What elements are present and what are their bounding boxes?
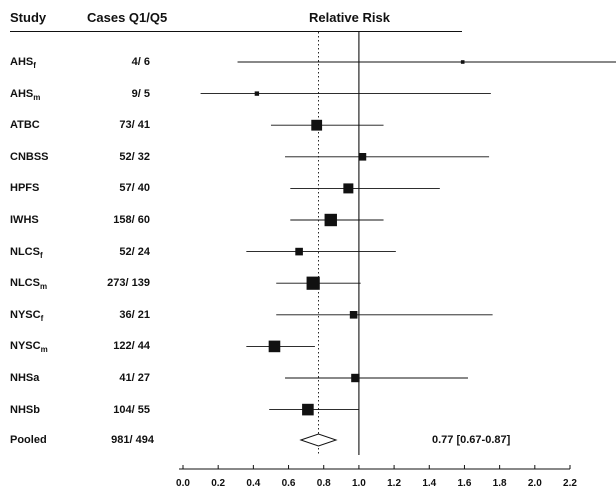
study-name: ATBC [10, 119, 40, 132]
point-estimate [268, 340, 281, 353]
cases-value: 52/ 24 [119, 245, 150, 258]
study-label: NHSb [10, 403, 40, 417]
cases-column-header: Cases Q1/Q5 [87, 10, 168, 25]
cases-value: 73/ 41 [119, 119, 150, 132]
x-tick-label: 2.2 [563, 478, 577, 489]
cases-value: 104/ 55 [113, 403, 150, 416]
study-name: IWHS [10, 214, 39, 226]
point-estimate [343, 183, 354, 194]
x-tick-label: 1.2 [387, 478, 401, 489]
study-column-header: Study [10, 10, 47, 25]
point-estimate [460, 60, 465, 64]
study-name: HPFS [10, 182, 40, 195]
cases-value: 158/ 60 [113, 214, 150, 226]
x-tick-label: 1.6 [458, 478, 472, 489]
cases-value: 52/ 32 [119, 150, 150, 163]
x-tick-label: 0.6 [282, 478, 296, 489]
study-subscript: f [39, 250, 43, 260]
study-label: AHSf [10, 55, 36, 73]
x-tick-label: 0.4 [246, 478, 260, 489]
study-name: NHSb [10, 403, 40, 416]
cases-value: 122/ 44 [113, 340, 150, 353]
study-subscript: m [40, 345, 48, 355]
pooled-label: Pooled [10, 434, 47, 446]
study-label: NLCSm [10, 276, 47, 294]
study-label: NYSCf [10, 308, 43, 326]
study-name: NYSC [10, 340, 41, 353]
header-rule [10, 31, 462, 32]
study-subscript: f [40, 313, 44, 323]
cases-value: 273/ 139 [107, 277, 150, 290]
cases-value: 57/ 40 [119, 182, 150, 195]
study-name: AHS [10, 56, 34, 68]
study-subscript: f [33, 61, 36, 70]
study-name: CNBSS [10, 150, 49, 163]
study-name: NHSa [10, 372, 40, 384]
x-tick-label: 1.0 [352, 478, 366, 489]
cases-value: 36/ 21 [119, 308, 150, 321]
study-name: NLCS [10, 245, 40, 258]
x-tick-label: 1.4 [422, 478, 436, 489]
x-tick-label: 0.2 [211, 478, 225, 489]
study-label: HPFS [10, 181, 39, 195]
x-tick-label: 0.8 [317, 478, 331, 489]
point-estimate [254, 91, 260, 96]
study-label: NYSCm [10, 339, 48, 357]
point-estimate [302, 403, 314, 416]
point-estimate [306, 276, 320, 290]
pooled-cases-value: 981/ 494 [111, 434, 154, 446]
cases-value: 4/ 6 [131, 56, 150, 68]
study-name: AHS [10, 87, 34, 100]
point-estimate [358, 153, 367, 161]
relative-risk-column-header: Relative Risk [309, 10, 390, 25]
study-label: CNBSS [10, 150, 49, 164]
x-tick-label: 2.0 [528, 478, 542, 489]
point-estimate [324, 213, 337, 227]
point-estimate [349, 311, 358, 319]
x-tick-label: 1.8 [493, 478, 507, 489]
study-name: NLCS [10, 277, 40, 290]
study-label: IWHS [10, 213, 39, 227]
point-estimate [295, 247, 303, 256]
point-estimate [351, 373, 360, 383]
x-tick-label: 0.0 [176, 478, 190, 489]
pooled-estimate-text: 0.77 [0.67-0.87] [432, 434, 511, 446]
study-label: NHSa [10, 371, 39, 385]
cases-value: 41/ 27 [119, 372, 150, 384]
cases-value: 9/ 5 [131, 87, 150, 100]
study-label: NLCSf [10, 245, 43, 263]
study-subscript: m [33, 92, 41, 102]
study-name: NYSC [10, 308, 41, 321]
point-estimate [311, 119, 323, 131]
study-label: AHSm [10, 87, 40, 105]
study-subscript: m [39, 282, 48, 292]
pooled-diamond [299, 433, 338, 447]
study-label: ATBC [10, 118, 40, 132]
